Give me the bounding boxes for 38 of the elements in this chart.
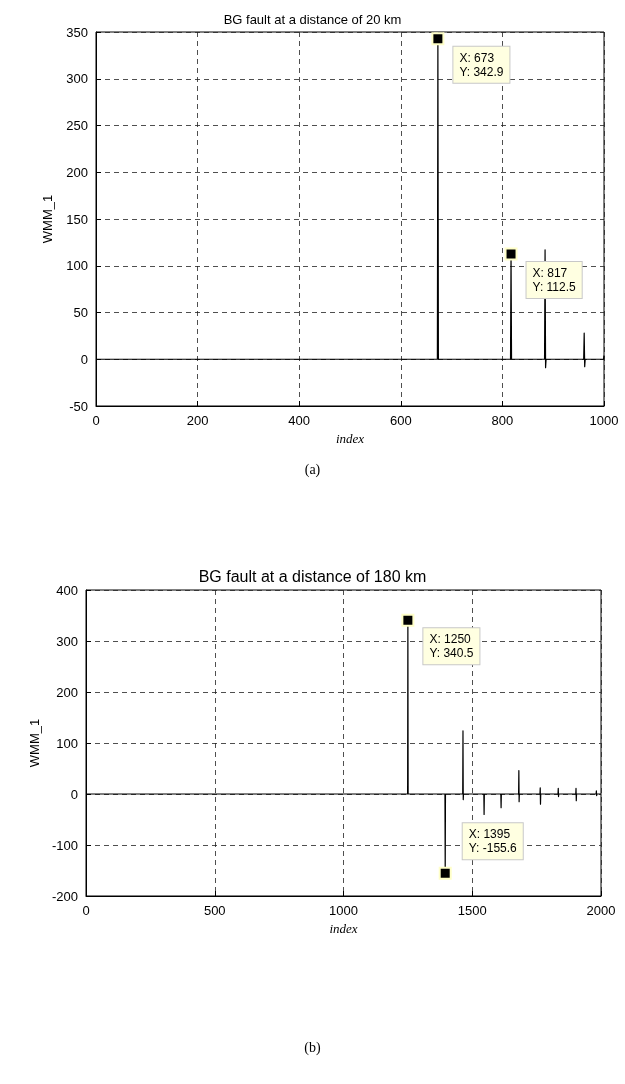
annotation: X: 1395 Y: -155.6 <box>468 827 518 856</box>
x-tick-label: 400 <box>288 413 311 428</box>
y-tick-label: 200 <box>66 164 88 180</box>
annotation: X: 1250 Y: 340.5 <box>429 632 474 661</box>
text: (b) <box>303 1040 322 1056</box>
y-tick-label: 150 <box>66 211 88 227</box>
x-tick-label: 1500 <box>457 903 487 918</box>
y-tick-label: 250 <box>66 118 88 133</box>
y-tick-label: 350 <box>66 24 88 40</box>
y-tick-label: 200 <box>56 684 78 700</box>
y-tick-label: 300 <box>56 633 78 649</box>
x-tick-label: 1000 <box>589 413 619 428</box>
y-tick-label: 0 <box>70 786 78 802</box>
y-tick-label: 100 <box>56 735 78 751</box>
chart-title: BG fault at a distance of 20 km <box>223 12 402 27</box>
y-tick-label: 50 <box>73 305 88 320</box>
chart-title: BG fault at a distance of 180 km <box>198 567 427 585</box>
x-tick-label: 2000 <box>586 903 616 918</box>
text: (a) <box>303 462 322 478</box>
y-tick-label: 300 <box>66 71 88 87</box>
x-tick-label: 200 <box>186 413 209 428</box>
y-tick-label: -200 <box>51 888 78 904</box>
y-axis-title: WMM_1 <box>27 718 43 768</box>
x-tick-label: 1000 <box>329 903 358 918</box>
annotation: X: 673 Y: 342.9 <box>459 50 504 79</box>
x-axis-title: index <box>329 921 358 936</box>
x-tick-label: 0 <box>92 413 100 428</box>
y-tick-label: -50 <box>69 398 88 414</box>
y-tick-label: 0 <box>80 351 88 367</box>
y-tick-label: -100 <box>51 837 78 853</box>
y-axis-title: WMM_1 <box>40 194 55 244</box>
annotation: X: 817 Y: 112.5 <box>532 266 577 295</box>
x-tick-label: 800 <box>491 413 514 428</box>
x-tick-label: 600 <box>389 413 412 428</box>
y-tick-label: 100 <box>66 258 88 274</box>
x-axis-title: index <box>335 431 365 446</box>
x-tick-label: 500 <box>203 903 226 918</box>
y-tick-label: 400 <box>56 582 78 598</box>
